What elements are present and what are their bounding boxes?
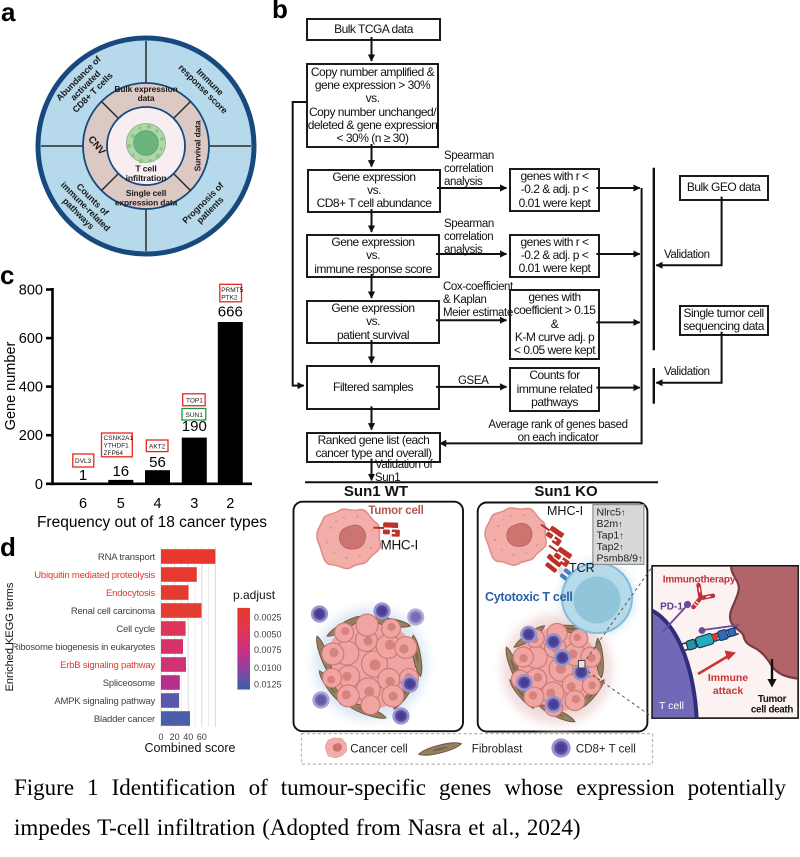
svg-text:Immunotherapy: Immunotherapy	[663, 575, 736, 586]
svg-text:Immune: Immune	[708, 672, 748, 684]
svg-text:0.0100: 0.0100	[254, 663, 282, 673]
svg-text:B2m↑: B2m↑	[597, 518, 623, 530]
svg-text:ZFP64: ZFP64	[104, 450, 124, 457]
svg-text:MHC-I: MHC-I	[381, 538, 419, 553]
svg-text:Combined score: Combined score	[144, 741, 235, 755]
svg-text:T cell: T cell	[659, 700, 684, 712]
svg-text:0.0125: 0.0125	[254, 680, 282, 690]
svg-text:AKT2: AKT2	[149, 444, 166, 451]
svg-text:20: 20	[170, 732, 180, 742]
svg-text:RNA transport: RNA transport	[98, 552, 156, 563]
svg-text:data: data	[138, 93, 155, 103]
svg-text:Bulk expression: Bulk expression	[114, 84, 177, 94]
svg-text:ErbB signaling pathway: ErbB signaling pathway	[60, 660, 155, 671]
svg-text:0: 0	[158, 732, 163, 742]
svg-text:Tumor cell: Tumor cell	[368, 505, 423, 517]
svg-text:p.adjust: p.adjust	[233, 588, 276, 602]
svg-text:0.0050: 0.0050	[254, 630, 282, 640]
svg-text:cell death: cell death	[751, 705, 794, 716]
svg-text:Tap2↑: Tap2↑	[597, 541, 624, 553]
svg-text:DVL3: DVL3	[75, 458, 92, 465]
svg-text:666: 666	[218, 304, 243, 321]
svg-text:CD8+ T cell: CD8+ T cell	[576, 744, 636, 756]
svg-text:Cell cycle: Cell cycle	[116, 624, 155, 635]
svg-text:0.0075: 0.0075	[254, 645, 282, 655]
svg-text:AMPK signaling pathway: AMPK signaling pathway	[54, 696, 155, 707]
svg-text:0: 0	[35, 477, 43, 493]
svg-text:190: 190	[182, 418, 207, 435]
svg-text:expression data: expression data	[115, 198, 178, 208]
svg-text:16: 16	[112, 463, 129, 480]
svg-text:Spliceosome: Spliceosome	[103, 678, 155, 689]
svg-text:TOP1: TOP1	[186, 397, 203, 404]
svg-text:Sun1 KO: Sun1 KO	[534, 483, 598, 500]
svg-text:2: 2	[226, 496, 234, 512]
svg-text:PTK2: PTK2	[221, 294, 238, 301]
svg-text:TCR: TCR	[569, 561, 595, 575]
svg-text:0.0025: 0.0025	[254, 613, 282, 623]
svg-text:800: 800	[19, 283, 43, 299]
svg-text:Endocytosis: Endocytosis	[106, 588, 155, 599]
svg-text:Ribosome biogenesis in eukaryo: Ribosome biogenesis in eukaryotes	[12, 642, 156, 653]
svg-text:Single cell: Single cell	[126, 188, 166, 198]
svg-text:Bladder cancer: Bladder cancer	[94, 714, 155, 725]
svg-text:Renal cell carcinoma: Renal cell carcinoma	[71, 606, 156, 617]
svg-text:Nlrc5↑: Nlrc5↑	[597, 507, 626, 519]
svg-text:3: 3	[190, 496, 198, 512]
svg-text:40: 40	[183, 732, 193, 742]
svg-text:Tumor: Tumor	[758, 694, 787, 705]
svg-text:Cytotoxic T cell: Cytotoxic T cell	[485, 590, 573, 604]
svg-text:MHC-I: MHC-I	[547, 504, 583, 518]
svg-text:YTHDF1: YTHDF1	[104, 443, 130, 450]
svg-text:Fibroblast: Fibroblast	[472, 744, 523, 756]
svg-text:infiltration: infiltration	[126, 173, 167, 183]
svg-text:4: 4	[153, 496, 161, 512]
svg-text:Ubiquitin mediated proteolysis: Ubiquitin mediated proteolysis	[34, 570, 155, 581]
svg-text:56: 56	[149, 454, 166, 471]
svg-text:60: 60	[197, 732, 207, 742]
svg-text:PRMT5: PRMT5	[221, 287, 243, 294]
svg-text:Psmb8/9↑: Psmb8/9↑	[597, 553, 643, 565]
svg-text:CSNK2A1: CSNK2A1	[104, 435, 134, 442]
svg-text:PD-1: PD-1	[660, 602, 683, 613]
svg-text:600: 600	[19, 331, 43, 347]
svg-text:400: 400	[19, 380, 43, 396]
svg-text:5: 5	[117, 496, 125, 512]
svg-text:Sun1 WT: Sun1 WT	[344, 483, 408, 500]
svg-text:1: 1	[79, 467, 87, 484]
svg-text:Cancer cell: Cancer cell	[350, 744, 408, 756]
svg-text:T cell: T cell	[135, 164, 156, 174]
svg-text:Gene number: Gene number	[3, 342, 19, 431]
svg-text:200: 200	[19, 428, 43, 444]
svg-text:6: 6	[79, 496, 87, 512]
svg-text:attack: attack	[713, 685, 744, 697]
svg-text:Enriched KEGG terms: Enriched KEGG terms	[4, 582, 16, 691]
svg-text:Survival data: Survival data	[193, 120, 203, 171]
svg-text:SUN1: SUN1	[186, 412, 204, 419]
svg-text:Frequency out of 18 cancer typ: Frequency out of 18 cancer types	[37, 514, 267, 531]
svg-text:Tap1↑: Tap1↑	[597, 530, 624, 542]
